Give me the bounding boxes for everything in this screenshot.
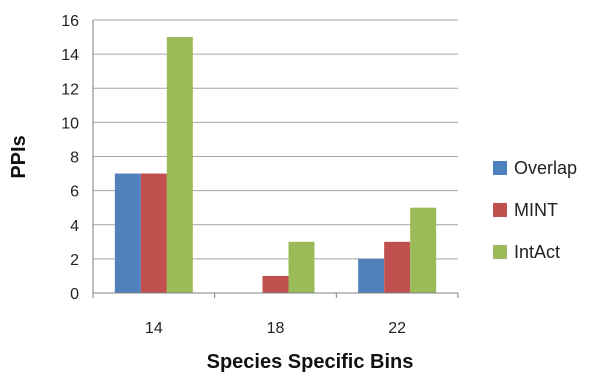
y-tick-label: 4 bbox=[70, 218, 79, 235]
y-tick-label: 12 bbox=[61, 81, 79, 98]
y-tick-labels: 0 2 4 6 8 10 12 14 16 bbox=[61, 13, 79, 303]
y-tick-label: 8 bbox=[70, 150, 79, 167]
bar-intact bbox=[288, 241, 315, 293]
x-tick-labels: 14 18 22 bbox=[145, 320, 406, 337]
y-tick-label: 14 bbox=[61, 47, 79, 64]
legend-label-intact: IntAct bbox=[514, 242, 560, 262]
bar-overlap bbox=[358, 258, 385, 293]
bar-intact bbox=[166, 37, 193, 293]
y-tick-label: 10 bbox=[61, 115, 79, 132]
legend-swatch-overlap bbox=[493, 161, 507, 175]
legend-label-mint: MINT bbox=[514, 200, 558, 220]
x-tick-label: 22 bbox=[388, 320, 406, 337]
bar-intact bbox=[410, 207, 437, 293]
y-tick-label: 16 bbox=[61, 13, 79, 30]
legend-label-overlap: Overlap bbox=[514, 158, 577, 178]
bar-mint bbox=[140, 173, 167, 293]
bar-overlap bbox=[114, 173, 141, 293]
legend-swatch-mint bbox=[493, 203, 507, 217]
bar-mint bbox=[384, 241, 411, 293]
x-axis-title: Species Specific Bins bbox=[207, 351, 414, 373]
y-axis-title: PPIs bbox=[8, 135, 30, 178]
x-tick-label: 14 bbox=[145, 320, 163, 337]
legend-swatch-intact bbox=[493, 245, 507, 259]
y-tick-label: 6 bbox=[70, 184, 79, 201]
x-tick-label: 18 bbox=[267, 320, 285, 337]
y-tick-label: 2 bbox=[70, 252, 79, 269]
bars bbox=[114, 37, 437, 293]
y-tick-label: 0 bbox=[70, 286, 79, 303]
bar-mint bbox=[262, 275, 289, 293]
axes bbox=[92, 20, 459, 298]
legend: Overlap MINT IntAct bbox=[493, 158, 577, 262]
